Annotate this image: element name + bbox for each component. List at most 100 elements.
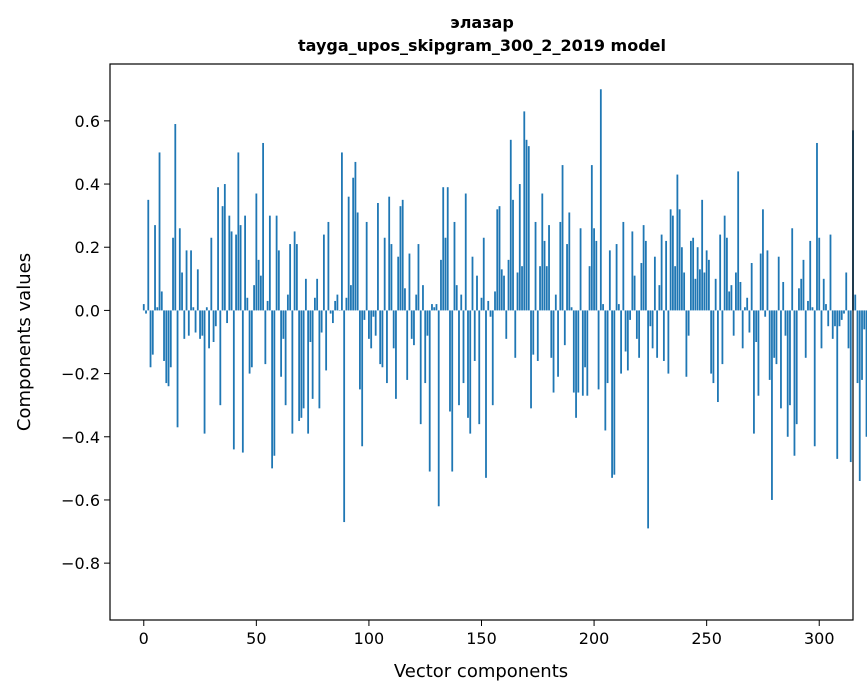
bar-84 [332,310,334,324]
bar-43 [239,225,242,311]
bar-152 [485,310,487,478]
bar-240 [683,272,686,311]
bar-309 [838,310,841,327]
bar-225 [649,310,652,327]
x-tick-label: 200 [579,629,610,648]
bar-306 [831,310,834,339]
bar-5 [154,225,156,311]
x-tick-label: 300 [804,629,835,648]
bar-316 [854,294,857,311]
bar-7 [158,152,161,311]
bar-144 [467,310,469,418]
bar-22 [192,307,195,311]
bar-143 [464,193,467,311]
bar-310 [840,310,843,320]
bar-183 [554,294,557,311]
bar-125 [424,310,427,384]
bar-107 [383,237,386,311]
bar-54 [264,310,267,365]
bar-304 [827,310,830,327]
x-tick-label: 100 [354,629,385,648]
bar-195 [581,310,584,396]
y-tick-label: −0.8 [61,554,100,573]
bar-279 [771,310,773,500]
bar-261 [730,285,733,311]
bar-147 [473,310,476,361]
bar-141 [460,294,463,311]
bar-47 [248,310,251,374]
bar-266 [741,310,744,349]
bar-190 [570,307,573,311]
bar-146 [471,256,474,311]
bar-247 [699,269,701,311]
bar-213 [622,221,625,311]
bar-78 [318,310,321,409]
bar-10 [165,310,168,384]
bar-27 [203,310,206,434]
bar-18 [183,310,186,339]
bar-60 [277,250,280,311]
bar-193 [577,310,580,393]
bar-276 [764,310,767,317]
bar-109 [388,196,391,311]
bar-238 [678,209,681,311]
bar-298 [813,310,816,447]
bar-64 [286,294,289,311]
bar-283 [780,310,782,409]
bar-203 [599,89,602,311]
bar-257 [721,310,724,365]
bar-220 [638,310,641,358]
bar-101 [370,310,373,349]
bar-115 [401,199,404,311]
y-tick-label: 0.4 [75,175,100,194]
bar-149 [478,310,481,425]
bar-165 [514,310,517,358]
bar-227 [653,256,656,311]
bar-169 [523,111,526,311]
bar-262 [732,310,735,336]
bar-297 [811,307,814,311]
bar-280 [773,310,776,358]
y-axis-label: Components values [14,253,35,431]
chart-title: элазар [450,13,514,32]
bar-26 [201,310,204,336]
bar-124 [422,285,424,311]
bar-202 [597,310,600,390]
bar-164 [512,199,514,311]
bar-281 [775,310,778,365]
bar-177 [541,193,544,311]
bar-265 [739,281,742,311]
bar-82 [327,221,330,311]
bar-245 [694,278,697,311]
bar-56 [268,215,271,311]
bar-118 [408,253,411,311]
bar-81 [325,310,328,371]
y-tick-label: 0.0 [75,301,100,320]
bar-30 [210,237,213,311]
bar-294 [804,310,807,358]
bar-65 [289,244,292,311]
bar-29 [208,310,210,349]
bar-148 [476,275,478,311]
bar-89 [343,310,346,523]
bar-69 [298,310,301,421]
bar-68 [295,244,298,311]
bar-series [142,89,867,529]
bar-254 [714,278,717,311]
bar-102 [372,310,375,317]
bar-75 [311,310,314,399]
bar-106 [381,310,384,368]
y-tick-label: 0.6 [75,112,100,131]
bar-19 [185,250,188,311]
bar-9 [163,310,165,361]
bar-51 [257,259,260,311]
bar-175 [536,310,539,361]
bar-319 [861,310,863,380]
bar-92 [350,285,352,311]
bar-219 [635,310,638,339]
bar-296 [809,240,812,311]
bar-123 [419,310,422,425]
bar-58 [273,310,276,456]
